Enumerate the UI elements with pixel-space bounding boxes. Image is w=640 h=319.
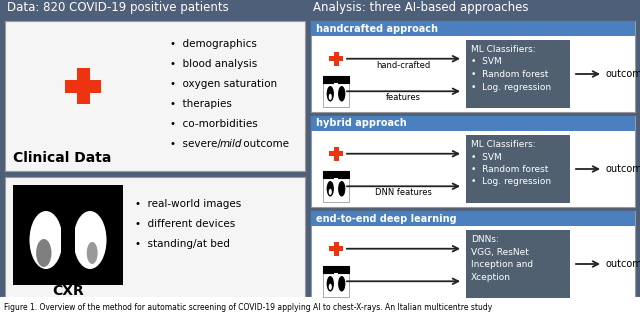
Bar xyxy=(329,56,343,61)
Bar xyxy=(61,197,75,269)
Ellipse shape xyxy=(86,242,98,264)
Text: ML Classifiers:
•  SVM
•  Random forest
•  Log. regression: ML Classifiers: • SVM • Random forest • … xyxy=(471,45,551,92)
Bar xyxy=(311,211,635,226)
Bar xyxy=(334,272,338,293)
Bar xyxy=(101,267,123,285)
Bar xyxy=(13,267,35,285)
Text: Data: 820 COVID-19 positive patients: Data: 820 COVID-19 positive patients xyxy=(7,2,228,14)
Bar xyxy=(13,185,123,285)
Text: DNNs:
VGG, ResNet
Inception and
Xception: DNNs: VGG, ResNet Inception and Xception xyxy=(471,235,533,281)
Ellipse shape xyxy=(326,86,334,101)
Bar xyxy=(0,297,640,319)
Text: •  blood analysis: • blood analysis xyxy=(170,59,257,69)
Text: •  demographics: • demographics xyxy=(170,39,257,49)
Bar xyxy=(323,171,349,202)
Bar xyxy=(329,246,343,251)
Bar xyxy=(311,116,635,131)
Text: outcome: outcome xyxy=(605,69,640,79)
Text: •  severe/: • severe/ xyxy=(170,139,221,149)
Bar xyxy=(323,76,349,107)
Bar xyxy=(65,79,101,93)
Ellipse shape xyxy=(326,276,334,292)
Text: end-to-end deep learning: end-to-end deep learning xyxy=(316,213,456,224)
Bar xyxy=(323,76,349,83)
Bar xyxy=(329,151,343,156)
Text: •  oxygen saturation: • oxygen saturation xyxy=(170,79,277,89)
Ellipse shape xyxy=(74,211,106,269)
Text: outcome: outcome xyxy=(605,259,640,269)
Ellipse shape xyxy=(29,211,63,269)
Text: outcome: outcome xyxy=(240,139,289,149)
Bar xyxy=(5,177,305,302)
Bar xyxy=(466,230,570,298)
Bar xyxy=(333,242,339,256)
Text: •  therapies: • therapies xyxy=(170,99,232,109)
Bar xyxy=(333,52,339,66)
Text: •  different devices: • different devices xyxy=(135,219,236,229)
Bar xyxy=(323,171,349,178)
Bar xyxy=(466,135,570,203)
Bar xyxy=(311,116,635,207)
Ellipse shape xyxy=(329,284,332,290)
Bar xyxy=(466,40,570,108)
Text: •  real-world images: • real-world images xyxy=(135,199,241,209)
Bar xyxy=(333,147,339,161)
Text: CXR: CXR xyxy=(52,284,84,298)
Bar xyxy=(5,21,305,171)
Text: Figure 1. Overview of the method for automatic screening of COVID-19 applying AI: Figure 1. Overview of the method for aut… xyxy=(4,303,492,313)
Bar xyxy=(13,185,123,203)
Text: Clinical Data: Clinical Data xyxy=(13,151,111,165)
Bar xyxy=(334,83,338,103)
Text: hybrid approach: hybrid approach xyxy=(316,118,407,129)
Text: mild: mild xyxy=(220,139,243,149)
Bar xyxy=(334,178,338,198)
Text: •  co-morbidities: • co-morbidities xyxy=(170,119,258,129)
Text: •  standing/at bed: • standing/at bed xyxy=(135,239,230,249)
Text: hand-crafted: hand-crafted xyxy=(376,61,431,70)
Bar xyxy=(77,68,90,104)
Ellipse shape xyxy=(338,86,346,101)
Bar xyxy=(323,266,349,272)
Ellipse shape xyxy=(338,181,346,197)
Bar xyxy=(323,266,349,297)
Ellipse shape xyxy=(326,181,334,197)
Ellipse shape xyxy=(36,239,51,267)
Bar xyxy=(311,211,635,302)
Text: outcome: outcome xyxy=(605,164,640,174)
Ellipse shape xyxy=(338,276,346,292)
Text: handcrafted approach: handcrafted approach xyxy=(316,24,438,33)
Text: features: features xyxy=(386,93,421,102)
Bar xyxy=(311,21,635,36)
Ellipse shape xyxy=(329,189,332,195)
Text: DNN features: DNN features xyxy=(375,188,432,197)
Bar xyxy=(311,21,635,112)
Text: Analysis: three AI-based approaches: Analysis: three AI-based approaches xyxy=(313,2,529,14)
Text: ML Classifiers:
•  SVM
•  Random forest
•  Log. regression: ML Classifiers: • SVM • Random forest • … xyxy=(471,140,551,187)
Ellipse shape xyxy=(329,94,332,100)
